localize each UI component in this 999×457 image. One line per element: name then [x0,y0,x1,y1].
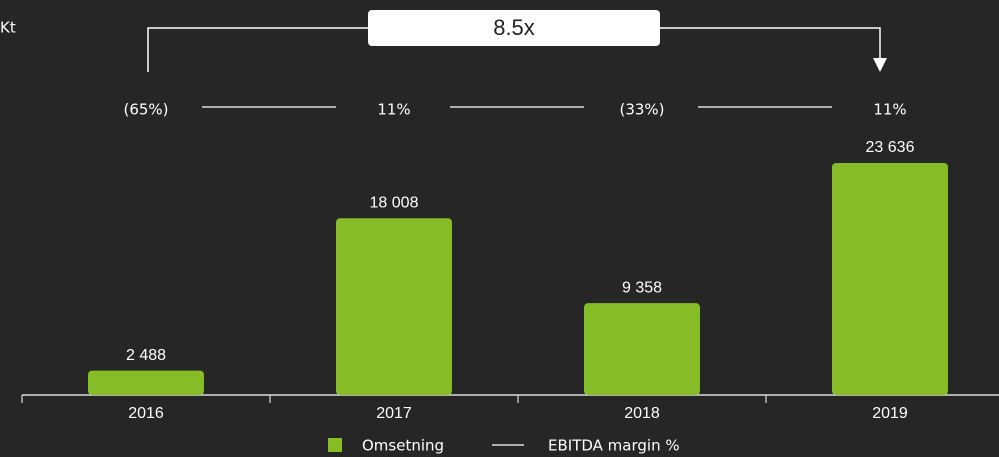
data-label: 9 358 [622,279,662,296]
legend-swatch [328,438,342,452]
data-label: 23 636 [866,139,915,156]
bar [832,163,948,395]
margin-label: 11% [377,101,410,119]
bracket-arrow [873,58,887,72]
data-label: 2 488 [126,347,166,364]
bracket-right [660,27,881,60]
bracket-left [147,27,370,72]
unit-label: Kt [0,19,16,37]
legend-label: EBITDA margin % [548,437,680,455]
x-tick-label: 2018 [624,405,660,422]
margin-label: 11% [873,101,906,119]
margin-label: (33%) [619,101,664,119]
margin-label: (65%) [123,101,168,119]
bar [584,303,700,395]
annotation: 8.5x [493,15,535,40]
annotation-box [368,10,660,46]
x-tick-label: 2016 [128,405,164,422]
bar [88,370,204,395]
x-tick-label: 2017 [376,405,412,422]
growth-bracket [147,27,881,72]
data-label: 18 008 [370,194,419,211]
legend-label: Omsetning [362,437,444,455]
bar [336,218,452,395]
x-tick-label: 2019 [872,405,908,422]
